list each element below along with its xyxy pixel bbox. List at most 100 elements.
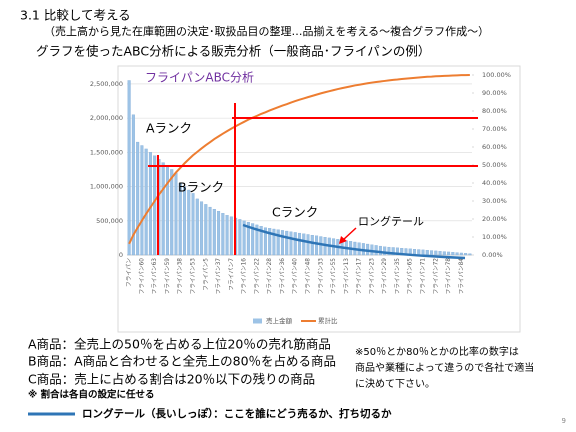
c-rank: Cランク (272, 205, 318, 220)
x-tick-label: フライパン17 (356, 258, 363, 295)
x-tick-label: フライパン65 (407, 258, 414, 295)
y2-tick-label: 30.00% (482, 197, 507, 205)
bar (229, 216, 233, 256)
y2-tick-label: 10.00% (482, 233, 507, 241)
bar (251, 223, 255, 256)
bar (442, 251, 446, 256)
note-b: B商品：A商品と合わせると全売上の80％を占める商品 (28, 354, 336, 369)
bar (276, 229, 280, 256)
x-tick-label: フライパン38 (177, 258, 184, 295)
bar (459, 252, 463, 256)
x-tick-label: フライパン29 (381, 258, 388, 295)
x-tick-label: フライパン63 (151, 258, 158, 295)
x-tick-label: フライパン33 (317, 258, 324, 295)
x-tick-label: フライパン59 (164, 258, 171, 295)
bar (421, 249, 425, 256)
bar (430, 250, 434, 256)
bar (289, 231, 293, 256)
tail-arrow (342, 227, 357, 241)
bar (302, 233, 306, 256)
bar (297, 232, 302, 256)
bar (170, 169, 174, 256)
side-note: に決めて下さい。 (355, 378, 435, 390)
x-tick-label: フライパン40 (292, 258, 299, 295)
bar (161, 162, 165, 256)
bar (255, 224, 259, 256)
legend-swatch (253, 318, 262, 324)
bar (140, 145, 144, 256)
bar (131, 114, 135, 256)
bar (438, 251, 442, 256)
bar (268, 228, 272, 256)
bar (383, 246, 387, 256)
bar (259, 226, 263, 256)
page-number: 9 (562, 417, 566, 425)
section-title: 3.1 比較して考える (20, 8, 131, 23)
tail-arrow-head (339, 236, 347, 244)
bar (153, 155, 157, 256)
x-tick-label: フライパン84 (458, 258, 465, 295)
note-tail: ロングテール（長いしっぽ）：ここを誰にどう売るか、打ち切るか (82, 407, 392, 420)
legend-label: 累計比 (318, 316, 338, 325)
y2-tick-label: 60.00% (482, 143, 507, 151)
y2-tick-label: 0.00% (482, 251, 503, 259)
bar (455, 252, 459, 256)
y2-tick-label: 90.00% (482, 89, 507, 97)
x-tick-label: フライパン (126, 258, 133, 287)
x-tick-label: フライパン78 (445, 258, 452, 295)
x-tick-label: フライパン7 (228, 258, 235, 291)
bar (370, 244, 374, 256)
bar (315, 235, 319, 256)
line-series (128, 74, 470, 245)
bar (208, 206, 212, 256)
bar (200, 201, 204, 256)
bar (225, 215, 229, 256)
bar (191, 193, 195, 256)
bar (165, 165, 169, 256)
y2-tick-label: 80.00% (482, 107, 507, 115)
bar (246, 221, 250, 256)
y-tick-label: 2,000,000 (90, 114, 123, 122)
bar (434, 250, 438, 256)
bar (387, 246, 391, 256)
bar (378, 245, 382, 256)
bar (451, 252, 455, 256)
x-tick-label: フライパン53 (190, 258, 197, 295)
tail-label: ロングテール (358, 214, 424, 228)
side-note: ※50％とか80％とかの比率の数字は (355, 345, 519, 358)
y2-tick-label: 70.00% (482, 125, 507, 133)
plot: 0 500,000 1,000,000 1,500,000 2,000,000 2,500… (90, 71, 511, 325)
x-tick-label: フライパン48 (305, 258, 312, 295)
x-tick-label: フライパン35 (394, 258, 401, 295)
b-rank: Bランク (178, 180, 224, 195)
bar (272, 228, 276, 256)
x-tick-label: フライパン71 (420, 258, 427, 295)
x-tick-label: フライパン13 (343, 258, 350, 295)
bar (310, 235, 314, 256)
note-c: C商品：売上に占める割合は20％以下の残りの商品 (28, 372, 315, 387)
bar (468, 253, 472, 256)
y2-tick-label: 40.00% (482, 179, 507, 187)
note-a: A商品：全売上の50％を占める上位20％の売れ筋商品 (28, 337, 331, 352)
bar (319, 236, 323, 256)
bar (221, 213, 225, 256)
y2-tick-label: 50.00% (482, 161, 507, 169)
bar (391, 247, 395, 256)
note-ratio: ※ 割合は各自の設定に任せる (28, 389, 155, 401)
y2-tick-label: 20.00% (482, 215, 507, 223)
x-tick-label: フライパン28 (266, 258, 273, 295)
bar (374, 245, 378, 256)
bar (464, 253, 468, 256)
bar (280, 230, 284, 256)
chart-frame (117, 65, 521, 333)
side-note: 商品や業種によって違うので各社で適当 (355, 361, 534, 374)
long-tail-curve (242, 223, 466, 260)
bar (178, 182, 182, 256)
bar (136, 141, 140, 256)
bar (187, 189, 191, 256)
x-tick-label: フライパン37 (215, 258, 222, 295)
bar (174, 172, 178, 256)
y-tick-label: 1,000,000 (90, 183, 123, 191)
